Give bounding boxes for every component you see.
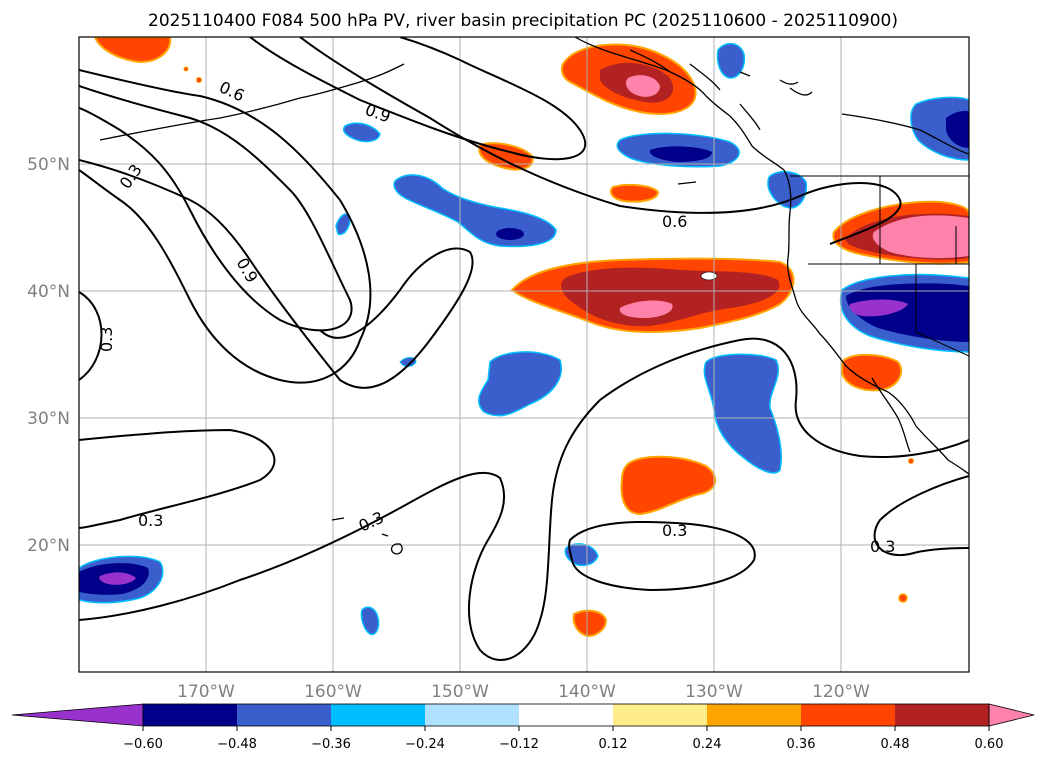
lat-label-40n: 40°N [27, 282, 70, 302]
gridlines [79, 37, 969, 672]
colorbar-tick-label: 0.12 [599, 737, 628, 752]
precip-shading [79, 37, 969, 638]
colorbar-tick-label: −0.12 [499, 737, 539, 752]
colorbar-segment [613, 704, 707, 726]
lon-label-160w: 160°W [304, 682, 362, 702]
colorbar-segment [425, 704, 519, 726]
state-borders [790, 175, 969, 357]
latitude-labels: 50°N 40°N 30°N 20°N [27, 155, 70, 556]
colorbar-tick-label: −0.36 [311, 737, 351, 752]
lon-label-150w: 150°W [431, 682, 489, 702]
lat-label-30n: 30°N [27, 409, 70, 429]
lat-label-20n: 20°N [27, 536, 70, 556]
colorbar-segment [519, 704, 613, 726]
colorbar: −0.60 −0.48 −0.36 −0.24 −0.12 0.12 0.24 0.36 0.4… [11, 703, 1035, 752]
colorbar-segment [331, 704, 425, 726]
longitude-labels: 170°W 160°W 150°W 140°W 130°W 120°W [177, 682, 870, 702]
lat-label-50n: 50°N [27, 155, 70, 175]
colorbar-segment [895, 704, 989, 726]
figure-title: 2025110400 F084 500 hPa PV, river basin … [148, 11, 898, 31]
contour-label: 0.3 [138, 511, 163, 530]
lon-label-130w: 130°W [685, 682, 743, 702]
colorbar-segment [237, 704, 331, 726]
colorbar-tick-label: −0.60 [123, 737, 163, 752]
contour-label: 0.3 [662, 521, 687, 540]
colorbar-tick-label: 0.48 [881, 737, 910, 752]
coastlines [99, 37, 969, 555]
colorbar-tick-label: 0.36 [787, 737, 816, 752]
colorbar-segment [801, 704, 895, 726]
lon-label-170w: 170°W [177, 682, 235, 702]
contour-label: 0.6 [662, 212, 687, 231]
positive-anomaly-subtropical [620, 455, 716, 516]
pv-contours [79, 37, 969, 661]
colorbar-extend-high [988, 703, 1035, 727]
colorbar-tick-label: 0.60 [975, 737, 1004, 752]
lon-label-120w: 120°W [812, 682, 870, 702]
colorbar-segment [143, 704, 237, 726]
colorbar-outline [142, 703, 990, 727]
colorbar-tick-label: −0.24 [405, 737, 445, 752]
colorbar-tick-label: −0.48 [217, 737, 257, 752]
lon-label-140w: 140°W [558, 682, 616, 702]
contour-label: 0.3 [870, 537, 895, 556]
map-border [78, 36, 970, 673]
colorbar-extend-low [11, 703, 144, 727]
contour-label: 0.3 [97, 327, 116, 352]
colorbar-tick-label: 0.24 [693, 737, 722, 752]
colorbar-segment [707, 704, 801, 726]
